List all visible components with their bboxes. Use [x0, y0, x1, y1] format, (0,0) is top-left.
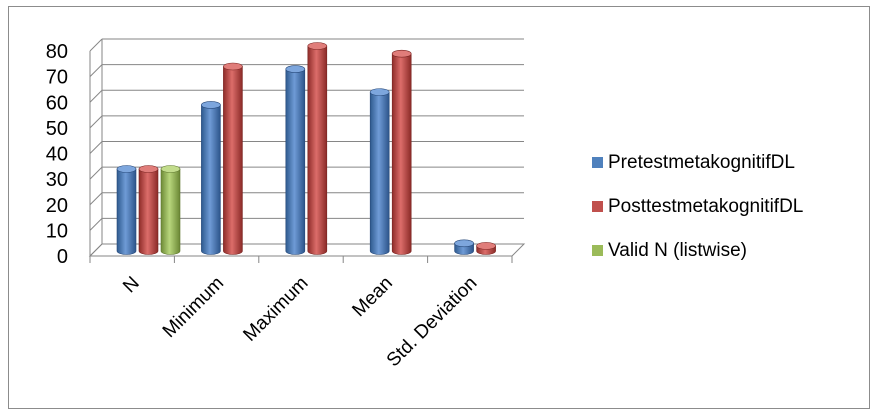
- bar: [476, 242, 496, 255]
- bar: [223, 62, 243, 255]
- bar: [369, 88, 390, 255]
- x-tick-label: N: [119, 273, 144, 298]
- axes: [88, 51, 526, 263]
- y-tick-label: 10: [46, 220, 68, 242]
- bar: [307, 42, 328, 255]
- legend-label: PretestmetakognitifDL: [608, 152, 795, 173]
- bars: [116, 42, 496, 255]
- y-tick-label: 60: [46, 92, 68, 114]
- y-tick-label: 30: [46, 169, 68, 191]
- bar: [391, 49, 412, 255]
- gridline-side: [89, 64, 103, 77]
- legend-swatch: [592, 157, 603, 168]
- legend: PretestmetakognitifDL Posttestmetakogniti…: [592, 152, 803, 261]
- gridline-side: [89, 218, 103, 231]
- gridline-side: [89, 192, 103, 206]
- y-tick-label: 40: [46, 144, 68, 166]
- floor: [88, 243, 526, 257]
- y-tick-label: 50: [46, 118, 68, 140]
- bar: [160, 165, 181, 255]
- x-tick-label: Maximum: [239, 273, 312, 346]
- y-tick-label: 0: [57, 246, 68, 268]
- gridline-side: [89, 89, 103, 103]
- y-tick-label: 80: [46, 41, 68, 63]
- x-tick-label: Std. Deviation: [383, 273, 481, 371]
- legend-swatch: [592, 245, 603, 256]
- gridline-side: [89, 141, 103, 154]
- x-tick-label: Minimum: [159, 273, 228, 342]
- y-tick-label: 20: [46, 195, 68, 217]
- bar: [138, 165, 159, 255]
- legend-swatch: [592, 201, 603, 212]
- gridline-side: [89, 166, 103, 180]
- y-tick-label: 70: [46, 67, 68, 89]
- legend-label: PosttestmetakognitifDL: [608, 196, 803, 217]
- bar: [285, 65, 306, 255]
- gridline-side: [89, 38, 103, 52]
- gridline-side: [89, 115, 103, 129]
- x-tick-label: Mean: [348, 273, 396, 321]
- bar: [454, 239, 474, 255]
- legend-label: Valid N (listwise): [608, 240, 747, 261]
- bar: [116, 165, 137, 255]
- bar: [201, 101, 221, 255]
